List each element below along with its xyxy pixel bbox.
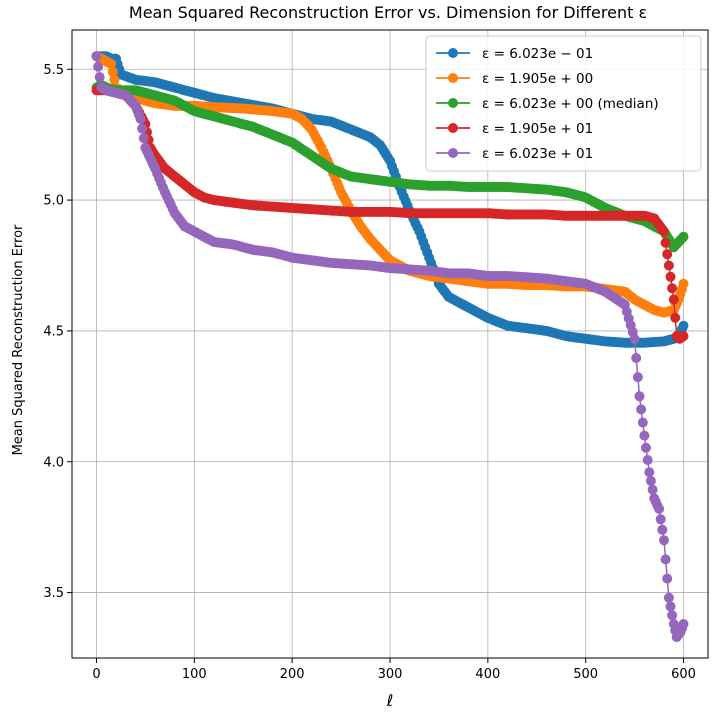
data-point bbox=[663, 592, 674, 603]
legend-label: ε = 6.023e + 01 bbox=[482, 146, 593, 162]
y-tick-label: 5.0 bbox=[43, 194, 64, 209]
data-point bbox=[109, 74, 120, 85]
y-axis-ticks: 3.5 4.0 4.5 5.0 5.5 bbox=[43, 63, 72, 601]
legend-marker bbox=[448, 148, 458, 158]
data-point bbox=[637, 417, 648, 428]
x-tick-label: 200 bbox=[280, 667, 305, 682]
data-point bbox=[636, 404, 647, 415]
data-point bbox=[138, 133, 149, 144]
chart-title: Mean Squared Reconstruction Error vs. Di… bbox=[129, 3, 647, 22]
legend-entry: ε = 1.905e + 01 bbox=[436, 121, 593, 137]
legend-marker bbox=[448, 98, 458, 108]
legend: ε = 6.023e − 01 ε = 1.905e + 00 ε = 6.023e… bbox=[425, 35, 702, 172]
data-point bbox=[639, 430, 650, 441]
data-point bbox=[663, 260, 674, 271]
data-point bbox=[665, 601, 676, 612]
data-point bbox=[667, 610, 678, 621]
data-point bbox=[660, 554, 671, 565]
data-point bbox=[93, 61, 104, 72]
data-point bbox=[137, 123, 148, 134]
x-axis-ticks: 0 100 200 300 400 500 600 bbox=[92, 658, 696, 682]
data-point bbox=[662, 249, 673, 260]
legend-label: ε = 6.023e + 00 (median) bbox=[482, 96, 659, 112]
data-point bbox=[647, 484, 658, 495]
legend-marker bbox=[448, 123, 458, 133]
x-tick-label: 600 bbox=[671, 667, 696, 682]
data-point bbox=[662, 573, 673, 584]
data-point bbox=[106, 59, 117, 69]
legend-entry: ε = 6.023e + 01 bbox=[436, 146, 593, 162]
legend-entry: ε = 6.023e + 00 (median) bbox=[436, 96, 659, 112]
x-tick-label: 400 bbox=[475, 667, 500, 682]
data-point bbox=[632, 372, 643, 383]
data-point bbox=[678, 278, 689, 289]
legend-entry: ε = 6.023e − 01 bbox=[436, 46, 593, 62]
data-point bbox=[642, 455, 653, 465]
data-point bbox=[667, 283, 678, 294]
y-tick-label: 4.5 bbox=[43, 324, 64, 339]
x-tick-label: 0 bbox=[92, 667, 100, 682]
data-point bbox=[678, 320, 689, 331]
data-point bbox=[659, 226, 669, 237]
data-point bbox=[91, 51, 102, 62]
legend-box bbox=[425, 35, 702, 172]
data-point bbox=[644, 467, 655, 478]
data-point bbox=[659, 535, 669, 546]
data-point bbox=[135, 114, 146, 124]
data-point bbox=[668, 294, 679, 305]
data-point bbox=[645, 475, 656, 486]
data-point bbox=[107, 66, 118, 77]
data-point bbox=[678, 231, 689, 242]
y-tick-label: 3.5 bbox=[43, 586, 64, 601]
data-point bbox=[654, 503, 665, 514]
legend-label: ε = 1.905e + 00 bbox=[482, 71, 593, 87]
legend-entry: ε = 1.905e + 00 bbox=[436, 71, 593, 87]
y-axis-label: Mean Squared Reconstruction Error bbox=[11, 224, 26, 455]
series-5 bbox=[91, 51, 689, 643]
data-point bbox=[660, 237, 671, 248]
series-layer bbox=[91, 51, 689, 643]
data-point bbox=[665, 271, 676, 282]
x-tick-label: 300 bbox=[378, 667, 403, 682]
data-point bbox=[657, 524, 668, 535]
y-tick-label: 5.5 bbox=[43, 63, 64, 78]
data-point bbox=[94, 72, 105, 83]
data-point bbox=[641, 442, 651, 453]
data-point bbox=[678, 619, 689, 629]
x-axis-label: ℓ bbox=[386, 691, 394, 710]
data-point bbox=[670, 312, 681, 323]
data-point bbox=[631, 353, 642, 363]
x-tick-label: 500 bbox=[573, 667, 598, 682]
data-point bbox=[655, 514, 666, 525]
legend-label: ε = 6.023e − 01 bbox=[482, 46, 593, 62]
x-tick-label: 100 bbox=[182, 667, 207, 682]
data-point bbox=[629, 333, 640, 344]
data-point bbox=[678, 331, 689, 342]
legend-marker bbox=[448, 48, 458, 58]
y-tick-label: 4.0 bbox=[43, 455, 64, 470]
data-point bbox=[634, 391, 645, 402]
legend-marker bbox=[448, 73, 458, 83]
legend-label: ε = 1.905e + 01 bbox=[482, 121, 593, 137]
